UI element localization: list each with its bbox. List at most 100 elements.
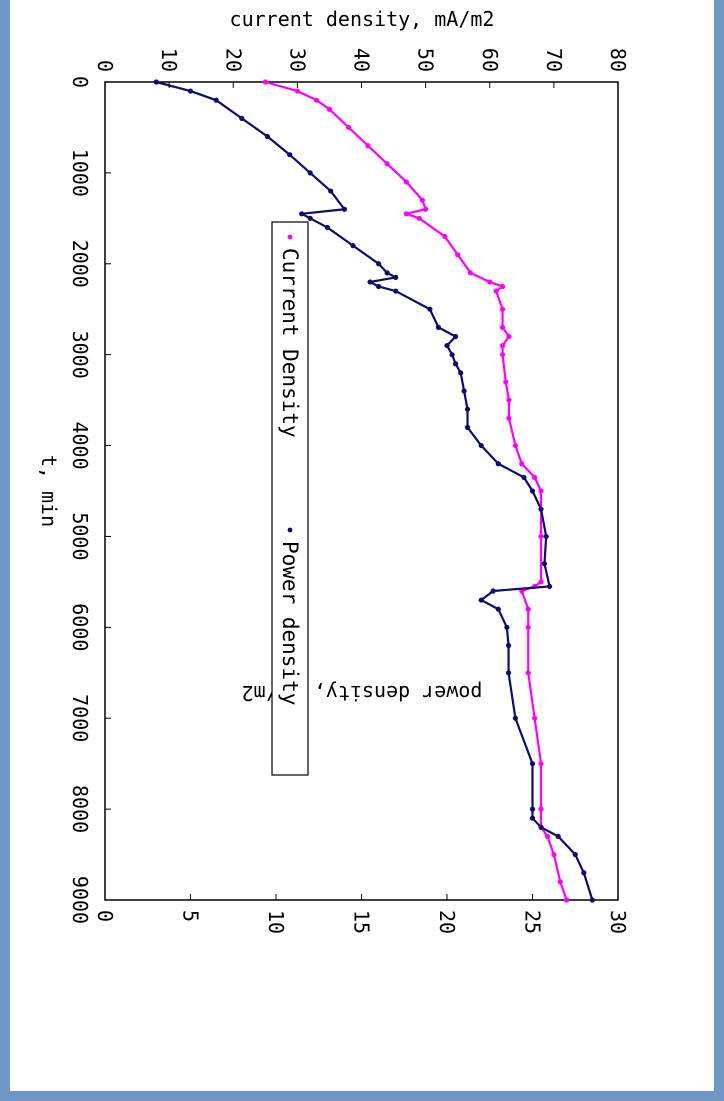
y-tick-label: 50 [414,48,438,72]
data-point [538,806,544,812]
legend-box [271,221,309,776]
data-point [461,388,467,394]
y-axis-title: current density, mA/m2 [230,7,495,31]
data-point [384,161,390,167]
data-point [262,79,268,85]
data-point [544,833,551,839]
y-tick-label: 40 [350,48,374,72]
chart-svg: 0 1000 2000 3000 4000 5000 6000 7000 8000 9000 0 1… [37,7,630,934]
data-point [324,224,330,231]
data-point [506,415,512,421]
data-point [519,461,525,467]
data-point [557,879,563,885]
data-point [294,88,300,94]
data-point [403,179,409,185]
y2-tick-label: 30 [606,910,630,934]
y-tick-label: 10 [157,48,181,72]
x-tick-label: 3000 [68,331,92,379]
data-point [495,461,501,467]
data-point [538,506,544,512]
y-tick-label: 70 [542,48,566,72]
data-point [538,824,544,830]
data-point [307,170,313,176]
data-point [505,642,512,649]
data-point [365,143,371,149]
data-point [543,533,549,540]
y2-tick-label: 20 [435,910,459,934]
x-axis-ticks: 0 1000 2000 3000 4000 5000 6000 7000 8000 9000 [68,76,111,924]
x-tick-label: 1000 [68,149,92,197]
x-axis-title: t, min [37,455,61,527]
y-tick-label: 80 [606,48,630,72]
data-point [525,606,531,612]
data-point [495,606,501,612]
data-point [449,352,455,358]
data-point [581,870,587,876]
x-tick-label: 2000 [68,240,92,288]
data-point [499,342,506,349]
data-point [512,715,518,721]
data-point [499,352,506,358]
y-tick-label: 60 [478,48,502,72]
data-point [367,279,373,285]
data-point [326,106,333,112]
data-point [442,233,448,240]
data-point [435,324,442,330]
y2-axis-ticks: 0 5 10 15 20 25 30 [93,894,630,934]
data-point [239,115,245,121]
y2-tick-label: 15 [350,910,374,934]
data-point [452,361,459,367]
x-tick-label: 8000 [68,785,92,833]
y-axis-ticks: 0 10 20 30 40 50 60 70 80 [93,48,630,88]
data-point [499,283,506,290]
data-point [452,333,459,340]
data-point [504,624,510,630]
y2-tick-label: 10 [264,910,288,934]
data-point [529,488,536,494]
data-point [299,211,305,217]
data-point [376,261,382,267]
data-point [423,206,429,212]
data-point [187,88,194,94]
x-tick-label: 0 [68,76,92,88]
data-point [490,588,496,594]
data-point [547,583,553,590]
data-point [493,288,499,294]
data-point [538,533,544,540]
data-point [416,215,422,221]
data-point [589,897,595,903]
data-point [532,474,538,480]
data-point [551,851,557,858]
data-point [467,270,474,276]
data-point [505,670,512,676]
y-tick-label: 20 [221,48,245,72]
data-point [506,397,512,403]
data-point [512,442,518,449]
data-point [419,197,426,203]
data-point [538,761,544,767]
legend: Current Density Power density [271,221,309,776]
data-point [376,283,382,290]
data-point [529,761,536,767]
y2-tick-label: 25 [521,910,545,934]
data-point [532,715,538,721]
data-point [393,288,399,294]
x-tick-label: 5000 [68,512,92,560]
data-point [538,488,544,494]
series-current-density [262,79,570,903]
data-point [478,597,484,603]
data-point [499,324,506,330]
data-point [287,152,293,158]
data-point [464,424,471,430]
x-tick-label: 9000 [68,876,92,924]
legend-marker-power-density [287,527,293,533]
x-tick-label: 6000 [68,603,92,651]
data-point [393,274,399,281]
x-tick-label: 7000 [68,694,92,742]
data-point [314,97,320,103]
data-point [478,442,484,449]
data-point [506,333,512,340]
data-point [346,124,352,131]
data-point [403,211,409,217]
data-point [487,279,493,285]
